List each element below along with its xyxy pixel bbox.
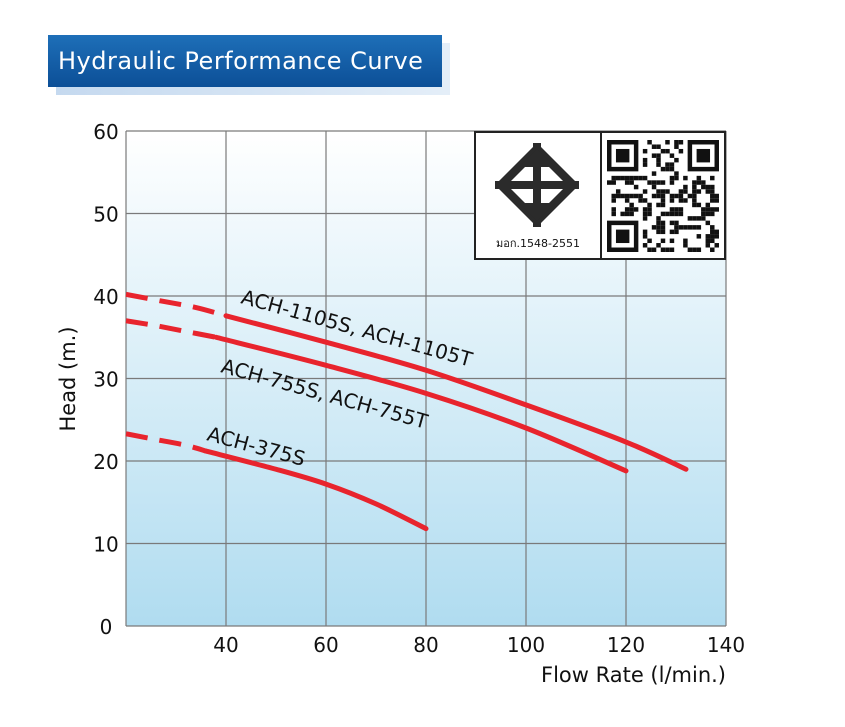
standard-mark-panel: มอก.1548-2551 xyxy=(476,133,602,258)
y-tick-label: 30 xyxy=(93,368,118,392)
x-tick-label: 40 xyxy=(213,633,238,657)
curve-dashed-0 xyxy=(125,291,227,319)
x-tick-label: 140 xyxy=(707,633,745,657)
x-tick-label: 60 xyxy=(313,633,338,657)
curve-solid-1 xyxy=(213,334,629,474)
curves xyxy=(125,291,689,532)
y-tick-label: 10 xyxy=(93,533,118,557)
y-tick-label: 60 xyxy=(93,120,118,144)
curve-dashed-2 xyxy=(125,431,207,454)
qr-code-icon[interactable] xyxy=(607,139,719,252)
certification-box: มอก.1548-2551 xyxy=(474,131,726,260)
y-tick-label: 50 xyxy=(93,203,118,227)
title-banner: Hydraulic Performance Curve xyxy=(48,35,450,95)
y-tick-label: 20 xyxy=(93,450,118,474)
curve-dashed-1 xyxy=(125,318,217,340)
qr-panel xyxy=(602,133,724,258)
y-tick-label: 40 xyxy=(93,285,118,309)
x-tick-label: 80 xyxy=(413,633,438,657)
page-title: Hydraulic Performance Curve xyxy=(48,35,442,87)
x-axis-label: Flow Rate (l/min.) xyxy=(541,663,726,687)
standard-label: มอก.1548-2551 xyxy=(496,237,580,250)
y-axis-label: Head (m.) xyxy=(56,326,80,431)
curve-solid-0 xyxy=(223,313,689,472)
tis-standard-mark-icon xyxy=(495,143,579,227)
x-tick-label: 120 xyxy=(607,633,645,657)
grid-lines xyxy=(125,130,727,627)
tick-labels: 0 10 20 30 40 50 60 40 60 80 100 120 140 xyxy=(93,120,745,657)
y-tick-label: 0 xyxy=(100,615,113,639)
x-tick-label: 100 xyxy=(507,633,545,657)
curve-solid-2 xyxy=(203,448,429,532)
